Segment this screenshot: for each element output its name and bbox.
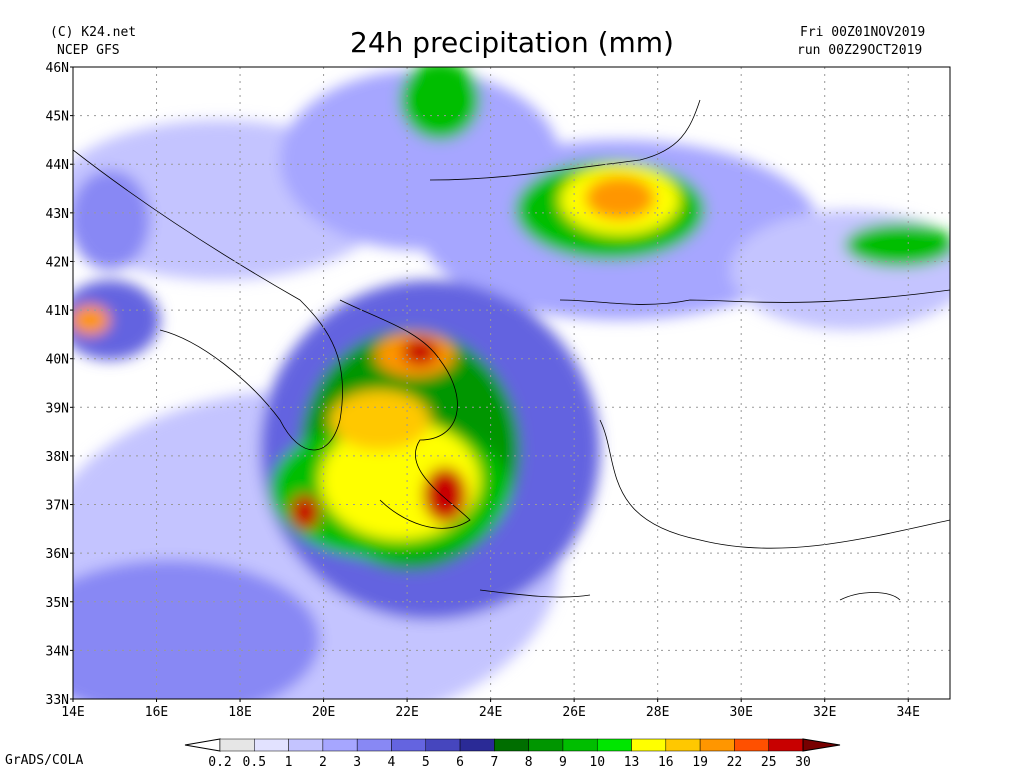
run-time: run 00Z29OCT2019 bbox=[797, 43, 922, 58]
colorbar-box bbox=[768, 738, 804, 752]
lon-label: 26E bbox=[562, 705, 585, 720]
lon-label: 34E bbox=[896, 705, 919, 720]
lon-label: 32E bbox=[813, 705, 836, 720]
colorbar-box bbox=[734, 738, 769, 752]
lon-label: 14E bbox=[61, 705, 84, 720]
map-axes: 46N 45N 44N 43N 42N 41N 40N 39N 38N 37N 36N 35N 34N 3… bbox=[46, 61, 920, 720]
colorbar-box bbox=[219, 738, 255, 752]
map-title: 24h precipitation (mm) bbox=[350, 26, 674, 59]
lon-label: 18E bbox=[228, 705, 251, 720]
lon-label: 30E bbox=[729, 705, 752, 720]
colorbar-box bbox=[665, 738, 701, 752]
precip-field bbox=[73, 67, 950, 699]
lat-label: 43N bbox=[46, 207, 69, 222]
colorbar-box bbox=[494, 738, 529, 752]
lat-label: 35N bbox=[46, 596, 69, 611]
colorbar-label: 4 bbox=[388, 755, 396, 768]
model-name: NCEP GFS bbox=[57, 43, 120, 58]
colorbar-label: 9 bbox=[559, 755, 567, 768]
colorbar-label: 25 bbox=[761, 755, 777, 768]
colorbar-label: 13 bbox=[624, 755, 640, 768]
lon-label: 28E bbox=[646, 705, 669, 720]
colorbar-box bbox=[596, 738, 632, 752]
lat-label: 45N bbox=[46, 110, 69, 125]
lat-label: 36N bbox=[46, 547, 69, 562]
map-frame bbox=[72, 66, 951, 700]
lat-label: 37N bbox=[46, 499, 69, 514]
lat-label: 46N bbox=[46, 61, 69, 76]
colorbar-label: 7 bbox=[490, 755, 498, 768]
credit: (C) K24.net bbox=[50, 25, 136, 40]
colorbar-label: 2 bbox=[319, 755, 327, 768]
lat-label: 40N bbox=[46, 353, 69, 368]
colorbar-label: 1 bbox=[285, 755, 293, 768]
colorbar-label: 6 bbox=[456, 755, 464, 768]
colorbar-arrow-high bbox=[802, 738, 841, 752]
valid-time: Fri 00Z01NOV2019 bbox=[800, 25, 925, 40]
lat-label: 41N bbox=[46, 304, 69, 319]
colorbar-label: 0.5 bbox=[243, 755, 266, 768]
colorbar-label: 22 bbox=[727, 755, 743, 768]
lon-label: 20E bbox=[312, 705, 335, 720]
colorbar-arrow-low bbox=[184, 738, 221, 752]
colorbar-label: 8 bbox=[525, 755, 533, 768]
colorbar-box bbox=[391, 738, 427, 752]
lat-label: 42N bbox=[46, 255, 69, 270]
colorbar-box bbox=[562, 738, 598, 752]
colorbar-box bbox=[288, 738, 324, 752]
colorbar-label: 5 bbox=[422, 755, 430, 768]
colorbar-label: 0.2 bbox=[208, 755, 231, 768]
lat-label: 34N bbox=[46, 644, 69, 659]
lat-label: 44N bbox=[46, 158, 69, 173]
lat-label: 33N bbox=[46, 693, 69, 708]
colorbar-label: 16 bbox=[658, 755, 674, 768]
colorbar-box bbox=[699, 738, 735, 752]
colorbar-box bbox=[322, 738, 358, 752]
lat-label: 38N bbox=[46, 450, 69, 465]
colorbar-box bbox=[459, 738, 495, 752]
footer-credit: GrADS/COLA bbox=[5, 753, 83, 768]
lon-label: 22E bbox=[395, 705, 418, 720]
colorbar-label: 10 bbox=[589, 755, 605, 768]
colorbar-box bbox=[425, 738, 461, 752]
colorbar: 0.2 0.5 1 2 3 4 5 6 7 8 9 10 13 16 19 22 25 30 bbox=[184, 738, 841, 770]
colorbar-box bbox=[356, 738, 392, 752]
colorbar-label: 30 bbox=[795, 755, 811, 768]
colorbar-box bbox=[254, 738, 289, 752]
colorbar-label: 19 bbox=[692, 755, 708, 768]
colorbar-label: 3 bbox=[353, 755, 361, 768]
lon-label: 16E bbox=[145, 705, 168, 720]
colorbar-box bbox=[631, 738, 667, 752]
lat-label: 39N bbox=[46, 401, 69, 416]
colorbar-box bbox=[528, 738, 564, 752]
lon-label: 24E bbox=[479, 705, 502, 720]
graticule bbox=[73, 67, 950, 699]
